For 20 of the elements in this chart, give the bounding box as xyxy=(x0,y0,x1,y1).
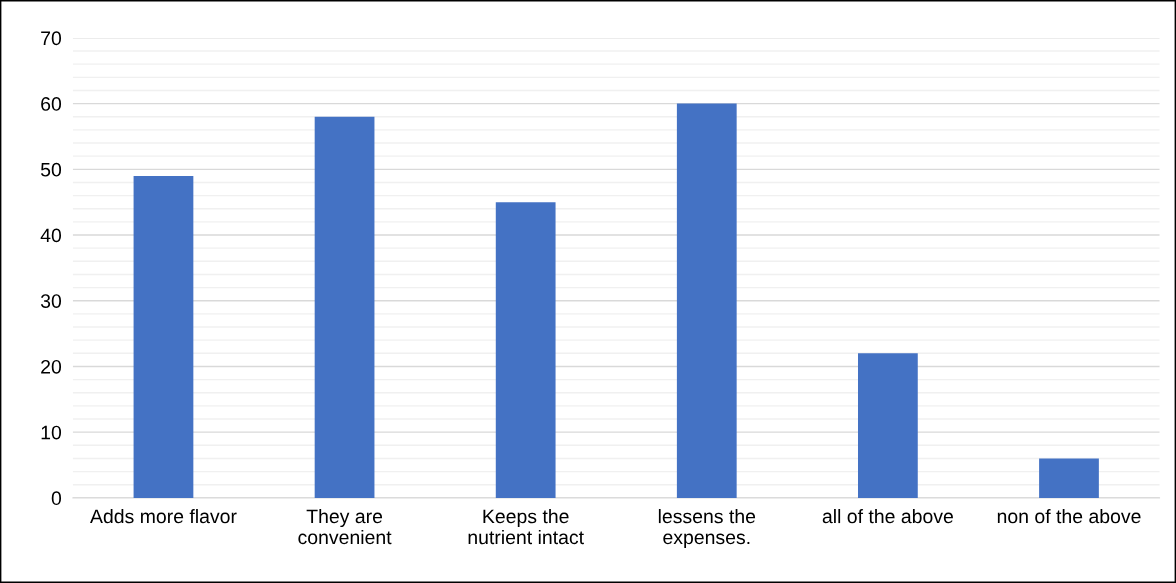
y-tick-label: 70 xyxy=(41,31,62,46)
x-tick-label: lessens the expenses. xyxy=(658,508,756,549)
y-tick-label: 10 xyxy=(41,425,62,440)
bar xyxy=(495,202,556,498)
bar xyxy=(133,175,194,498)
bar xyxy=(314,116,375,498)
bar xyxy=(676,103,737,498)
x-tick-label: non of the above xyxy=(997,508,1141,524)
x-tick-label: all of the above xyxy=(822,508,953,524)
bar xyxy=(858,353,918,498)
y-tick-label: 0 xyxy=(51,491,62,506)
y-tick-label: 60 xyxy=(41,97,62,111)
x-tick-label: Keeps the nutrient intact xyxy=(468,508,584,545)
y-tick-label: 50 xyxy=(40,162,62,177)
x-tick-label: Adds more flavor xyxy=(90,508,237,524)
y-tick-label: 20 xyxy=(41,359,62,374)
y-tick-label: 30 xyxy=(40,294,62,308)
x-tick-label: They are convenient xyxy=(298,508,392,545)
bar xyxy=(1039,458,1099,498)
y-tick-label: 40 xyxy=(40,228,62,243)
